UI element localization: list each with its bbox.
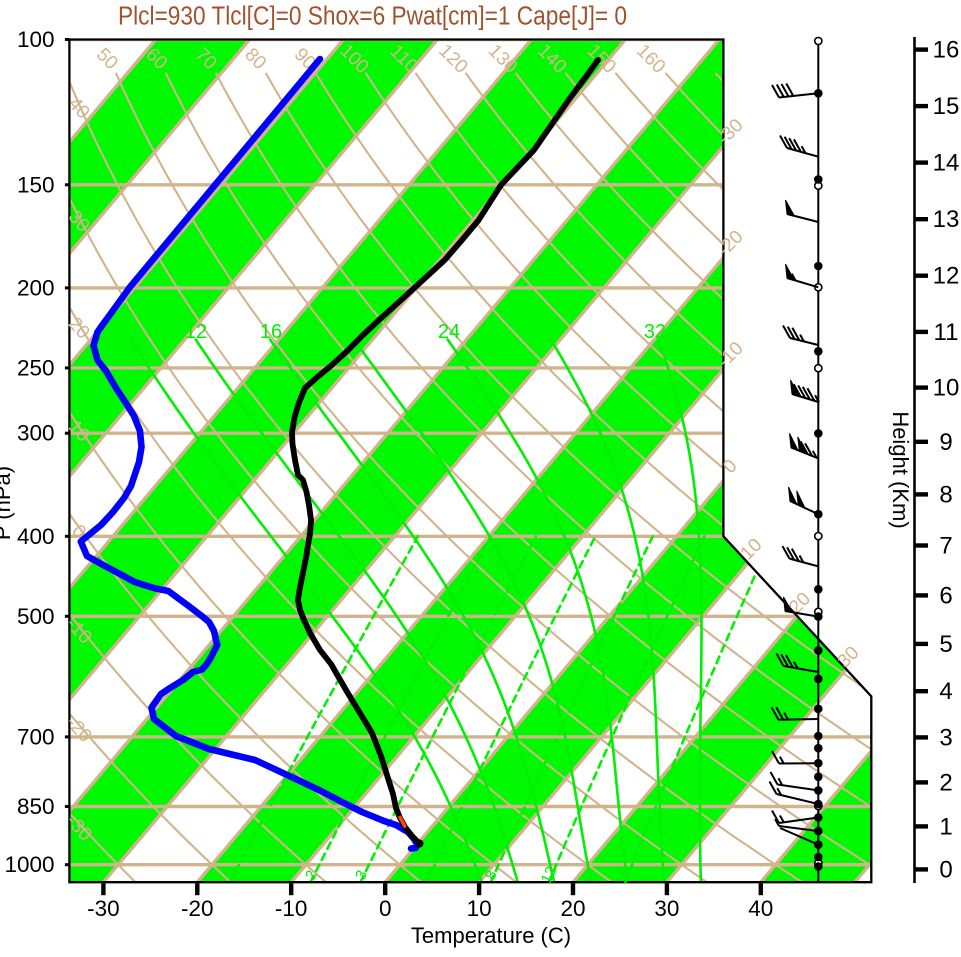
svg-text:150: 150 [17,172,55,197]
svg-text:12: 12 [185,321,207,343]
svg-text:-20: -20 [181,896,214,921]
svg-text:9: 9 [939,429,952,456]
svg-text:6: 6 [939,582,952,609]
svg-text:24: 24 [438,321,460,343]
svg-text:1: 1 [939,813,952,840]
svg-text:500: 500 [17,604,55,629]
svg-text:32: 32 [644,321,666,343]
svg-text:40: 40 [748,896,773,921]
svg-text:250: 250 [17,355,55,380]
svg-text:13: 13 [933,206,960,233]
svg-text:12: 12 [538,864,560,886]
svg-text:16: 16 [933,37,960,64]
svg-text:Plcl=930 Tlcl[C]=0 Shox=6 Pwat: Plcl=930 Tlcl[C]=0 Shox=6 Pwat[cm]=1 Cap… [118,3,627,31]
svg-text:1000: 1000 [4,852,54,877]
svg-text:16: 16 [260,321,282,343]
svg-text:Height (Km): Height (Km) [888,411,913,528]
svg-text:20: 20 [614,864,636,886]
svg-text:4: 4 [939,678,952,705]
svg-text:2: 2 [939,769,952,796]
svg-text:10: 10 [933,375,960,402]
svg-text:15: 15 [933,93,960,120]
svg-text:300: 300 [17,421,55,446]
svg-text:P (hPa): P (hPa) [0,466,15,540]
svg-text:100: 100 [17,27,55,52]
svg-text:850: 850 [17,794,55,819]
svg-text:8: 8 [939,481,952,508]
svg-text:0: 0 [379,896,392,921]
svg-text:Temperature (C): Temperature (C) [411,923,571,948]
svg-text:3: 3 [939,724,952,751]
svg-text:-10: -10 [275,896,308,921]
svg-text:7: 7 [939,533,952,560]
svg-text:5: 5 [939,631,952,658]
svg-text:-30: -30 [87,896,120,921]
svg-text:11: 11 [934,319,959,346]
svg-text:400: 400 [17,524,55,549]
svg-text:12: 12 [933,263,960,290]
svg-text:30: 30 [654,896,679,921]
svg-text:200: 200 [17,275,55,300]
svg-text:20: 20 [560,896,585,921]
svg-text:14: 14 [933,150,960,177]
svg-text:700: 700 [17,724,55,749]
svg-text:0: 0 [939,856,952,883]
svg-text:10: 10 [467,896,492,921]
